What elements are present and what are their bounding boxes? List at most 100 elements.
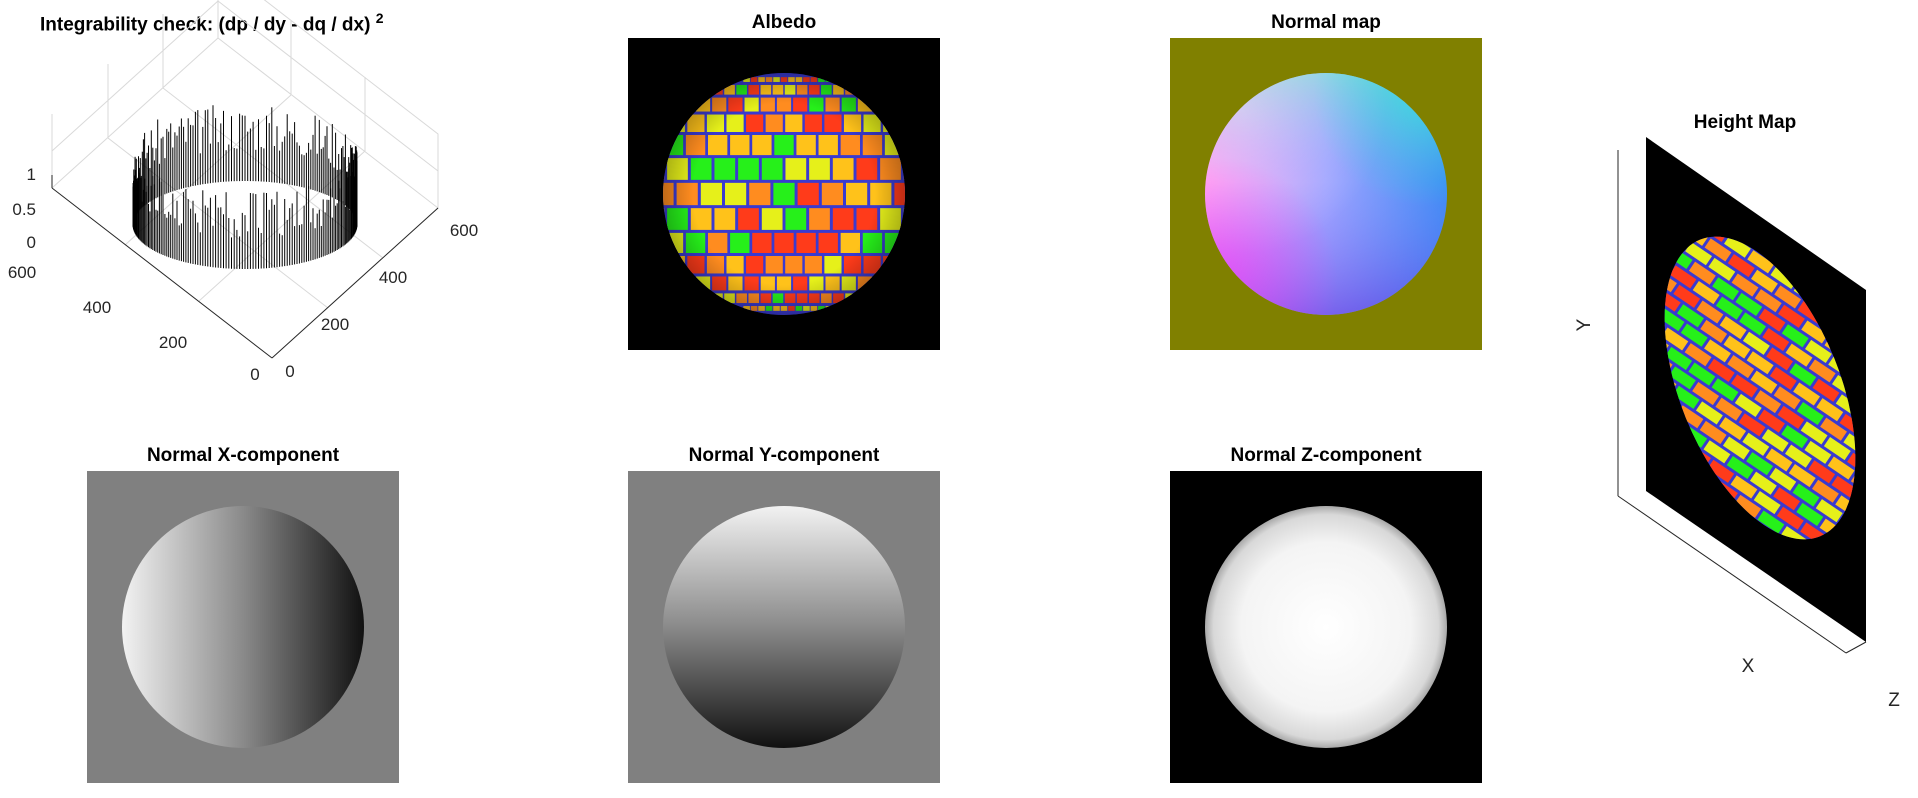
height-map-brick <box>1673 284 1701 308</box>
height-map-brick <box>1592 280 1619 303</box>
height-map-brick <box>1548 471 1575 494</box>
height-map-brick <box>1748 149 1775 172</box>
height-map-brick <box>1701 118 1728 141</box>
height-map-brick <box>1910 360 1918 383</box>
height-map-brick <box>1758 308 1786 332</box>
height-map-brick <box>1867 247 1895 271</box>
height-map-brick <box>1625 335 1650 359</box>
height-map-brick <box>1584 343 1611 366</box>
height-map-brick <box>1751 269 1778 293</box>
albedo-sphere <box>663 73 926 315</box>
height-map-brick <box>1552 389 1579 412</box>
height-map-brick <box>1725 134 1752 157</box>
normal-map-sphere <box>1205 73 1447 315</box>
height-map-brick <box>1758 409 1785 433</box>
height-map-brick <box>1704 339 1731 363</box>
height-map-brick <box>1692 281 1720 305</box>
height-map-brick <box>1867 347 1894 372</box>
z-tick-label: 0.5 <box>12 200 36 219</box>
height-map-brick <box>1912 581 1918 604</box>
height-map-brick <box>1746 452 1774 476</box>
height-map-brick <box>1727 354 1755 379</box>
height-map-brick <box>1591 381 1618 404</box>
height-map-brick <box>1889 464 1895 488</box>
height-map-brick <box>1576 405 1603 428</box>
height-map-brick <box>1575 506 1602 529</box>
height-map-brick <box>1691 584 1718 607</box>
height-map-brick <box>1762 327 1790 352</box>
height-map-brick <box>1625 478 1637 502</box>
height-map-brick <box>1714 600 1741 623</box>
height-map-brick <box>1885 445 1895 469</box>
height-map-brick <box>1688 261 1716 285</box>
height-map-brick <box>1703 440 1731 464</box>
height-map-brick <box>1777 405 1805 429</box>
height-map-brick <box>1625 536 1649 561</box>
height-map-brick <box>1753 592 1780 615</box>
height-map-brick <box>1865 549 1893 567</box>
height-map-brick <box>1682 122 1709 145</box>
height-map-brick <box>1522 334 1549 357</box>
height-map-brick <box>1668 568 1695 591</box>
height-map-brick <box>1753 491 1781 515</box>
height-map-brick <box>1707 358 1735 382</box>
height-map-brick <box>1815 499 1843 523</box>
height-map-brick <box>1807 662 1834 685</box>
height-map-brick <box>1775 184 1802 207</box>
height-map-brick <box>1823 639 1850 662</box>
height-map-brick <box>1498 424 1505 447</box>
height-map-brick <box>1796 502 1824 527</box>
height-map-brick <box>1792 483 1820 507</box>
height-map-brick <box>1498 404 1501 427</box>
height-map-brick <box>1874 386 1895 410</box>
normal-x-image <box>87 471 399 783</box>
albedo-image <box>628 38 940 350</box>
height-map-brick <box>1525 354 1552 377</box>
height-map-brick <box>1757 611 1784 634</box>
height-map-brick <box>1719 316 1747 340</box>
height-map-brick <box>1897 503 1918 526</box>
height-map-brick <box>1591 482 1618 505</box>
integrability-z-ticks: 1 0.5 0 <box>12 165 36 252</box>
height-map-brick <box>1776 506 1804 530</box>
height-map-brick <box>1583 444 1610 467</box>
height-map-brick <box>1761 631 1788 654</box>
height-map-brick <box>1726 455 1754 480</box>
height-map-brick <box>1625 338 1630 362</box>
height-map-brick <box>1502 439 1529 462</box>
normal-x-sphere <box>122 506 364 748</box>
height-map-brick <box>1549 370 1576 393</box>
x-tick-label: 400 <box>379 268 407 287</box>
height-map-brick <box>1588 261 1615 284</box>
height-map-brick <box>1521 435 1548 458</box>
height-map-brick <box>1540 432 1567 455</box>
height-map-brick <box>1625 209 1643 219</box>
height-map-brick <box>1803 643 1830 666</box>
height-map-brick <box>1730 576 1757 599</box>
height-map-brick <box>1662 126 1689 149</box>
integrability-axis-lines <box>51 175 439 359</box>
height-map-brick <box>1840 211 1868 236</box>
albedo-brick <box>907 135 926 155</box>
height-map-brick <box>1902 321 1918 344</box>
x-tick-label: 0 <box>285 362 294 381</box>
height-map-brick <box>1800 421 1828 445</box>
height-map-brick <box>1909 562 1918 585</box>
height-map-brick <box>1901 523 1918 546</box>
height-map-brick <box>1724 234 1751 258</box>
height-map-brick <box>1498 400 1521 423</box>
height-map-brick <box>1800 623 1827 646</box>
height-map-brick <box>1863 227 1891 251</box>
height-map-brick <box>1738 615 1765 638</box>
height-map-brick <box>1704 238 1732 262</box>
height-map-brick <box>1672 385 1700 409</box>
y-tick-label: 0 <box>250 365 259 384</box>
integrability-x-ticks: 0 200 400 600 <box>285 221 478 381</box>
height-map-brick <box>1874 589 1901 612</box>
height-map-brick <box>1882 324 1895 348</box>
height-map-brick <box>1913 480 1918 503</box>
height-map-brick <box>1625 319 1627 343</box>
height-map-brick <box>1785 444 1812 468</box>
height-map-brick <box>1625 218 1627 242</box>
height-map-brick <box>1773 487 1801 511</box>
